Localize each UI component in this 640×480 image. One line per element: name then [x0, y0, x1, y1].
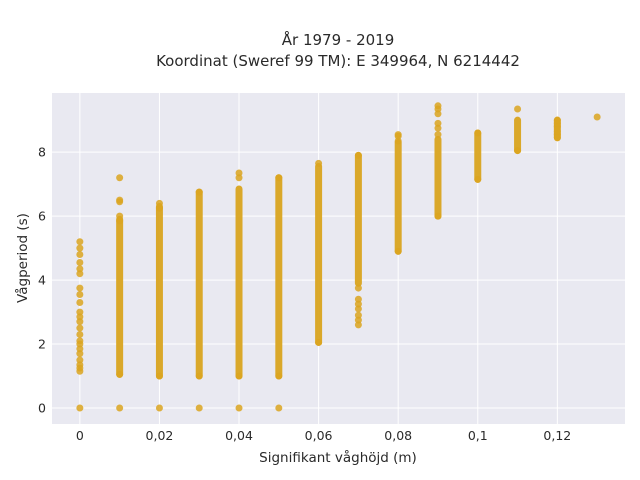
data-point — [76, 337, 84, 345]
y-tick-label: 6 — [38, 209, 46, 224]
data-point — [155, 199, 163, 207]
data-point — [354, 284, 362, 292]
data-point — [394, 137, 402, 145]
data-point — [76, 298, 84, 306]
data-point — [155, 372, 163, 380]
x-tick-label: 0,04 — [225, 428, 253, 443]
data-point — [76, 330, 84, 338]
data-point — [275, 404, 283, 412]
x-tick-label: 0,1 — [468, 428, 488, 443]
data-point — [553, 127, 561, 135]
data-point — [76, 290, 84, 298]
data-point — [593, 113, 601, 121]
data-point — [514, 105, 522, 113]
data-point — [195, 372, 203, 380]
data-point — [116, 217, 124, 225]
data-point — [76, 238, 84, 246]
x-tick-label: 0,08 — [384, 428, 412, 443]
data-point — [275, 174, 283, 182]
data-point — [474, 129, 482, 137]
data-point — [76, 258, 84, 266]
x-tick-label: 0 — [76, 428, 84, 443]
data-point — [354, 295, 362, 303]
data-point — [354, 316, 362, 324]
data-point — [354, 305, 362, 313]
data-point — [474, 175, 482, 183]
data-point — [76, 404, 84, 412]
chart-title-line-1: År 1979 - 2019 — [282, 30, 395, 49]
data-point — [116, 370, 124, 378]
data-point — [195, 188, 203, 196]
data-point — [394, 247, 402, 255]
data-point — [354, 321, 362, 329]
data-point — [76, 324, 84, 332]
x-tick-label: 0,12 — [543, 428, 571, 443]
y-tick-label: 2 — [38, 337, 46, 352]
data-point — [394, 131, 402, 139]
y-tick-label: 8 — [38, 145, 46, 160]
data-point — [76, 345, 84, 353]
data-point — [354, 300, 362, 308]
data-point — [116, 404, 124, 412]
data-point — [514, 147, 522, 155]
data-point — [434, 124, 442, 132]
chart-title-line-2: Koordinat (Sweref 99 TM): E 349964, N 62… — [156, 52, 520, 70]
plot-area — [52, 93, 625, 424]
data-point — [235, 169, 243, 177]
data-point — [354, 151, 362, 159]
x-tick-label: 0,06 — [305, 428, 333, 443]
y-axis-title: Vågperiod (s) — [14, 213, 31, 303]
data-point — [155, 404, 163, 412]
data-point — [195, 404, 203, 412]
data-point — [315, 159, 323, 167]
data-point — [76, 251, 84, 259]
data-point — [354, 311, 362, 319]
data-point — [76, 270, 84, 278]
data-point — [116, 212, 124, 220]
data-point — [76, 350, 84, 358]
data-point — [235, 372, 243, 380]
data-point — [155, 204, 163, 212]
x-axis-title: Signifikant våghöjd (m) — [259, 449, 417, 466]
y-tick-label: 4 — [38, 273, 46, 288]
data-point — [76, 313, 84, 321]
data-point — [76, 356, 84, 364]
data-point — [315, 338, 323, 346]
data-point — [76, 265, 84, 273]
data-point — [76, 284, 84, 292]
data-point — [434, 212, 442, 220]
data-point — [76, 361, 84, 369]
data-point — [434, 110, 442, 118]
data-point — [76, 318, 84, 326]
x-tick-label: 0,02 — [146, 428, 174, 443]
data-point — [76, 244, 84, 252]
data-point — [434, 131, 442, 139]
data-point — [275, 372, 283, 380]
data-point — [235, 404, 243, 412]
data-point — [116, 196, 124, 204]
data-point — [553, 116, 561, 124]
data-point — [434, 102, 442, 110]
tick-labels: 0 0,02 0,04 0,06 0,08 0,1 0,12 0 2 4 6 8 — [38, 145, 571, 443]
data-point — [116, 174, 124, 182]
data-points — [76, 102, 601, 412]
data-point — [235, 174, 243, 182]
y-tick-label: 0 — [38, 401, 46, 416]
data-point — [76, 308, 84, 316]
data-point — [434, 119, 442, 127]
